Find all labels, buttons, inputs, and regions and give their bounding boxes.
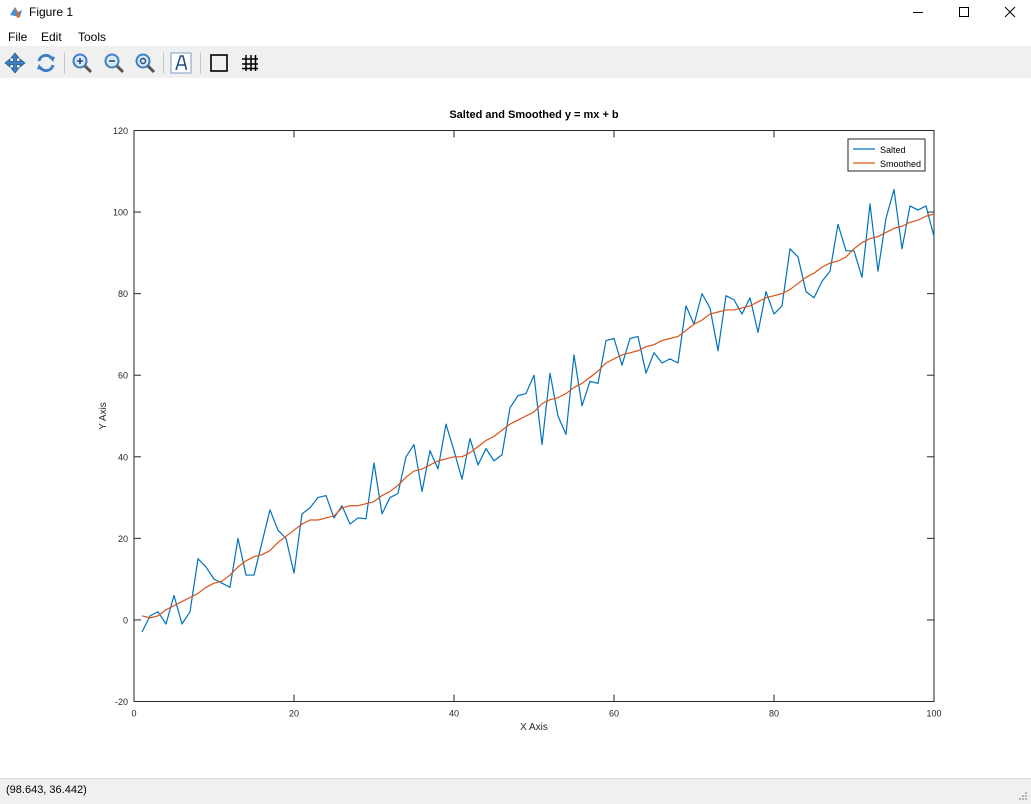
zoom-out-button[interactable] (102, 51, 126, 75)
cursor-coordinates: (98.643, 36.442) (6, 784, 87, 796)
window-titlebar: Figure 1 (0, 0, 1031, 24)
y-axis-label: Y Axis (98, 402, 109, 430)
y-tick-label: 60 (118, 371, 128, 381)
y-tick-label: -20 (115, 697, 128, 707)
chart-area[interactable]: Salted and Smoothed y = mx + b 0 20 40 60 80… (0, 78, 1031, 778)
minimize-button[interactable] (895, 0, 941, 24)
minimize-icon (913, 12, 923, 13)
pan-icon (4, 52, 26, 74)
x-axis-label: X Axis (520, 722, 548, 733)
zoom-reset-button[interactable] (133, 51, 157, 75)
figure-toolbar (0, 46, 1031, 78)
chart-title: Salted and Smoothed y = mx + b (449, 109, 619, 121)
maximize-icon (959, 7, 969, 17)
x-tick-label: 40 (449, 709, 459, 719)
x-tick-label: 0 (131, 709, 136, 719)
matlab-app-icon (10, 7, 22, 18)
pan-button[interactable] (3, 51, 27, 75)
y-tick-label: 80 (118, 289, 128, 299)
insert-text-button[interactable] (169, 51, 193, 75)
close-button[interactable] (987, 0, 1031, 24)
menu-edit[interactable]: Edit (41, 30, 62, 44)
legend[interactable]: Salted Smoothed (847, 138, 926, 172)
legend-label-smoothed: Smoothed (880, 159, 921, 169)
rotate-button[interactable] (34, 51, 58, 75)
close-icon (1004, 6, 1016, 18)
grid-icon (242, 55, 258, 71)
window-title: Figure 1 (29, 5, 74, 19)
zoom-reset-icon (135, 53, 156, 74)
box-icon (210, 54, 228, 72)
toggle-grid-button[interactable] (238, 51, 262, 75)
toggle-box-button[interactable] (207, 51, 231, 75)
zoom-in-button[interactable] (70, 51, 94, 75)
y-tick-label: 120 (113, 126, 128, 136)
toolbar-separator (64, 52, 65, 74)
x-tick-label: 100 (926, 709, 941, 719)
toolbar-separator (163, 52, 164, 74)
x-tick-label: 20 (289, 709, 299, 719)
resize-grip-icon[interactable] (1018, 791, 1028, 801)
status-bar: (98.643, 36.442) (0, 778, 1031, 804)
y-tick-label: 40 (118, 452, 128, 462)
toolbar-separator (200, 52, 201, 74)
y-tick-label: 20 (118, 534, 128, 544)
rotate-icon (37, 53, 55, 73)
maximize-button[interactable] (941, 0, 987, 24)
text-tool-icon (170, 52, 192, 74)
legend-box (847, 138, 926, 172)
menubar: File Edit Tools (0, 28, 1031, 46)
legend-label-salted: Salted (880, 145, 906, 155)
x-tick-label: 80 (769, 709, 779, 719)
x-tick-label: 60 (609, 709, 619, 719)
y-tick-label: 0 (123, 615, 128, 625)
zoom-in-icon (72, 53, 93, 74)
plot-axes[interactable] (133, 130, 935, 702)
menu-file[interactable]: File (8, 30, 28, 44)
menu-tools[interactable]: Tools (78, 30, 107, 44)
series-line-smoothed[interactable] (141, 213, 935, 619)
zoom-out-icon (104, 53, 125, 74)
series-line-salted[interactable] (141, 189, 935, 633)
y-tick-label: 100 (113, 208, 128, 218)
